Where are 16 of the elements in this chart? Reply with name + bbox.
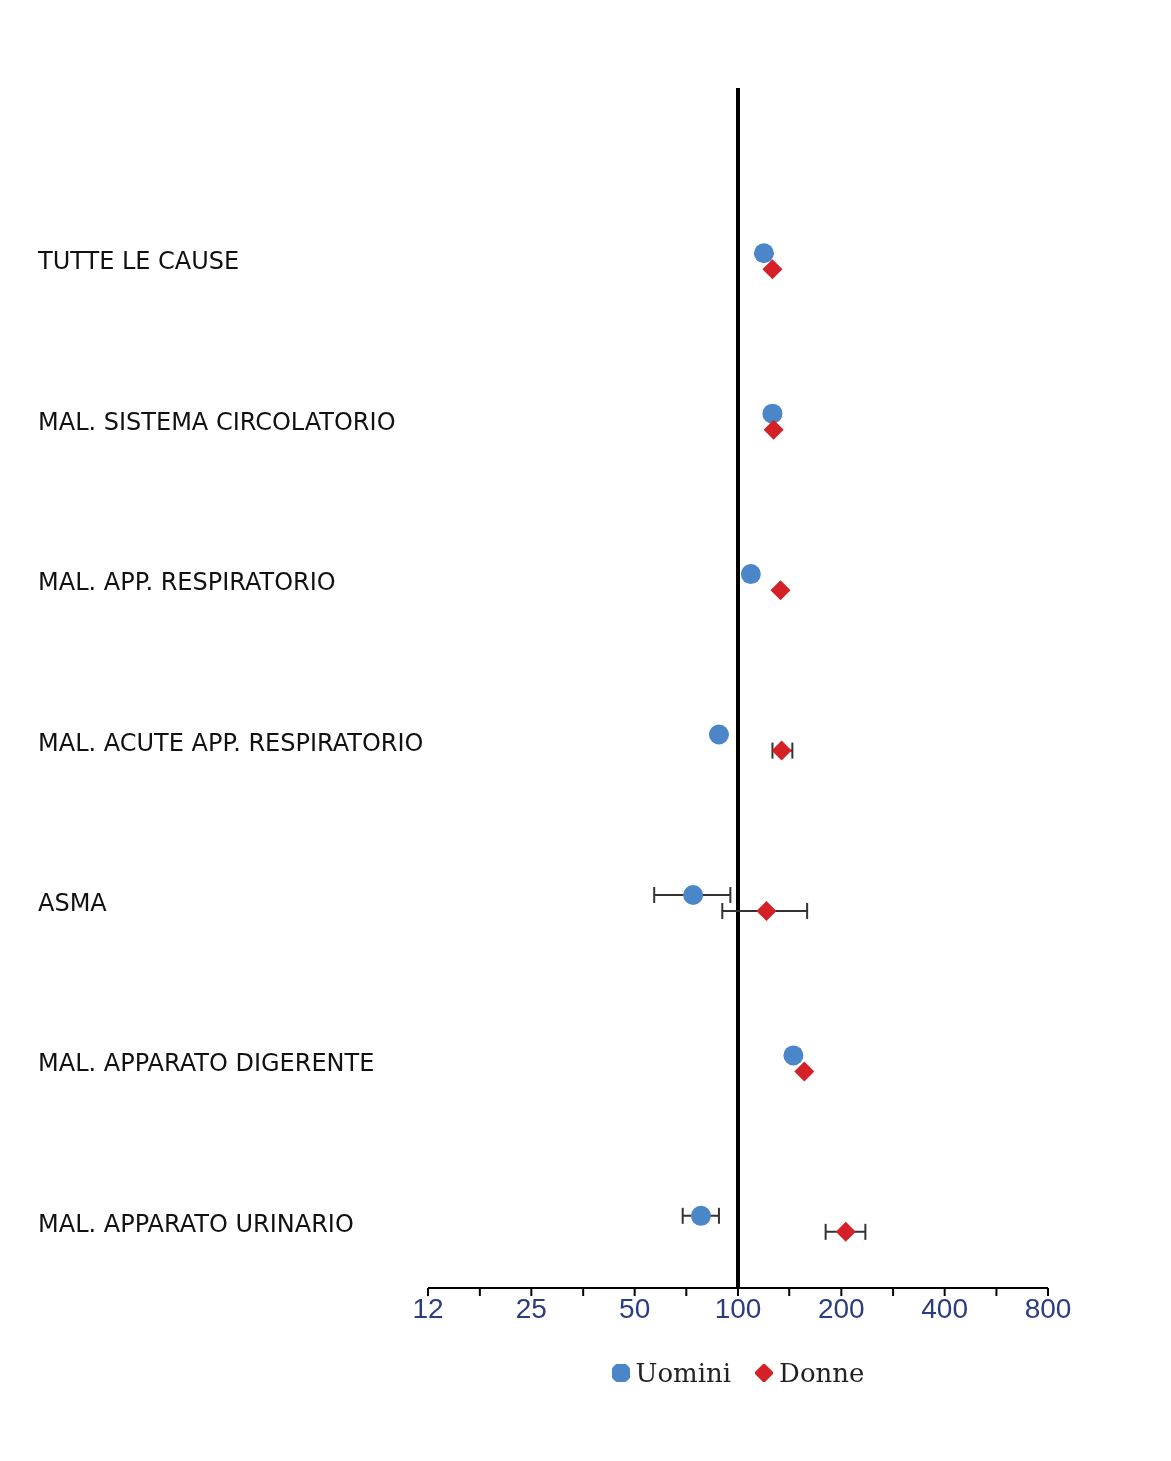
x-tick-label: 100: [714, 1292, 762, 1324]
x-tick-label: 25: [515, 1292, 547, 1324]
x-tick-label: 12: [412, 1292, 444, 1324]
y-tick-label: MAL. APPARATO DIGERENTE: [38, 1049, 375, 1078]
y-tick-label: MAL. APPARATO URINARIO: [38, 1209, 354, 1238]
x-tick-label: 50: [619, 1292, 651, 1324]
legend-label: Donne: [779, 1358, 865, 1388]
legend-label: Uomini: [635, 1358, 732, 1388]
y-tick-label: MAL. ACUTE APP. RESPIRATORIO: [38, 728, 424, 757]
y-tick-label: MAL. APP. RESPIRATORIO: [38, 568, 336, 597]
x-tick-label: 800: [1024, 1292, 1072, 1324]
y-tick-label: ASMA: [38, 888, 108, 917]
x-tick-label: 200: [817, 1292, 865, 1324]
y-tick-label: TUTTE LE CAUSE: [37, 247, 240, 276]
x-tick-label: 400: [921, 1292, 969, 1324]
y-tick-label: MAL. SISTEMA CIRCOLATORIO: [38, 407, 396, 436]
